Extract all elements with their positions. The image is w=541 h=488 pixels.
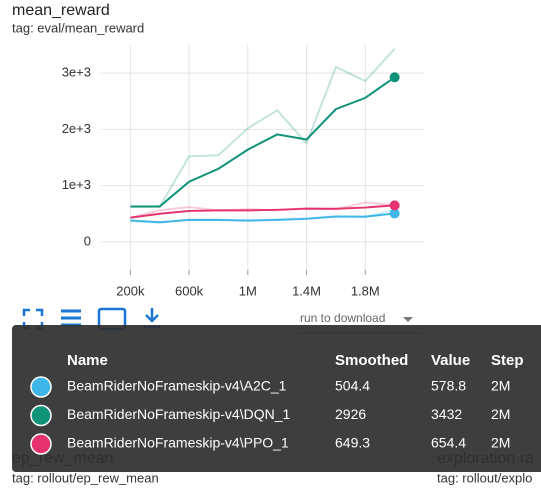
smoothed-line [130, 204, 395, 219]
x-tick-label: 1.8M [351, 283, 380, 298]
run-name: BeamRiderNoFrameskip-v4\A2C_1 [67, 378, 287, 394]
x-tick-label: 1M [239, 283, 257, 298]
select-arrow[interactable] [403, 317, 413, 322]
raw-line [130, 48, 396, 208]
plot: 0 1e+3 2e+3 3e+3 200k 600k 1M 1.4M 1.8M [62, 45, 424, 298]
y-tick-label: 3e+3 [62, 65, 91, 80]
chart-title: mean_reward [12, 2, 110, 19]
step: 2M [491, 378, 510, 394]
download-select[interactable]: run to download [300, 311, 385, 325]
hover-dot [389, 208, 400, 219]
y-tick-label: 2e+3 [62, 121, 91, 136]
y-tick-label: 0 [84, 233, 91, 248]
fullscreen-icon[interactable] [22, 308, 44, 330]
x-tick-label: 600k [175, 283, 204, 298]
hover-dot [389, 72, 400, 83]
run-name: BeamRiderNoFrameskip-v4\PPO_1 [67, 435, 289, 451]
step: 2M [491, 435, 510, 451]
card-tag: tag: rollout/ep_rew_mean [12, 470, 159, 485]
tooltip-header: Smoothed [335, 352, 408, 369]
list-icon[interactable] [61, 309, 81, 327]
smoothed-line [130, 76, 396, 208]
step: 2M [491, 406, 510, 422]
y-tick-label: 1e+3 [62, 177, 91, 192]
tooltip-header: Value [431, 352, 470, 369]
smoothed-value: 649.3 [335, 435, 370, 451]
raw-value: 578.8 [431, 378, 466, 394]
tooltip-bg [12, 325, 541, 472]
raw-value: 654.4 [431, 435, 466, 451]
run-name: BeamRiderNoFrameskip-v4\DQN_1 [67, 406, 291, 422]
smoothed-line [130, 212, 395, 224]
tooltip-header: Name [67, 352, 108, 369]
legend-swatch [30, 376, 52, 398]
legend-swatch [30, 433, 52, 455]
x-tick-label: 1.4M [292, 283, 321, 298]
card-tag: tag: rollout/explo [437, 470, 532, 485]
tooltip-header: Step [491, 352, 524, 369]
legend-swatch [30, 404, 52, 427]
x-tick-label: 200k [116, 283, 145, 298]
tooltip: Name Smoothed Value Step BeamRiderNoFrameski… [12, 325, 541, 472]
raw-value: 3432 [431, 406, 462, 422]
smoothed-value: 504.4 [335, 378, 370, 394]
download-icon[interactable] [144, 308, 160, 329]
smoothed-value: 2926 [335, 406, 366, 422]
chart-tag: tag: eval/mean_reward [12, 20, 144, 35]
hover-dot [389, 200, 400, 211]
